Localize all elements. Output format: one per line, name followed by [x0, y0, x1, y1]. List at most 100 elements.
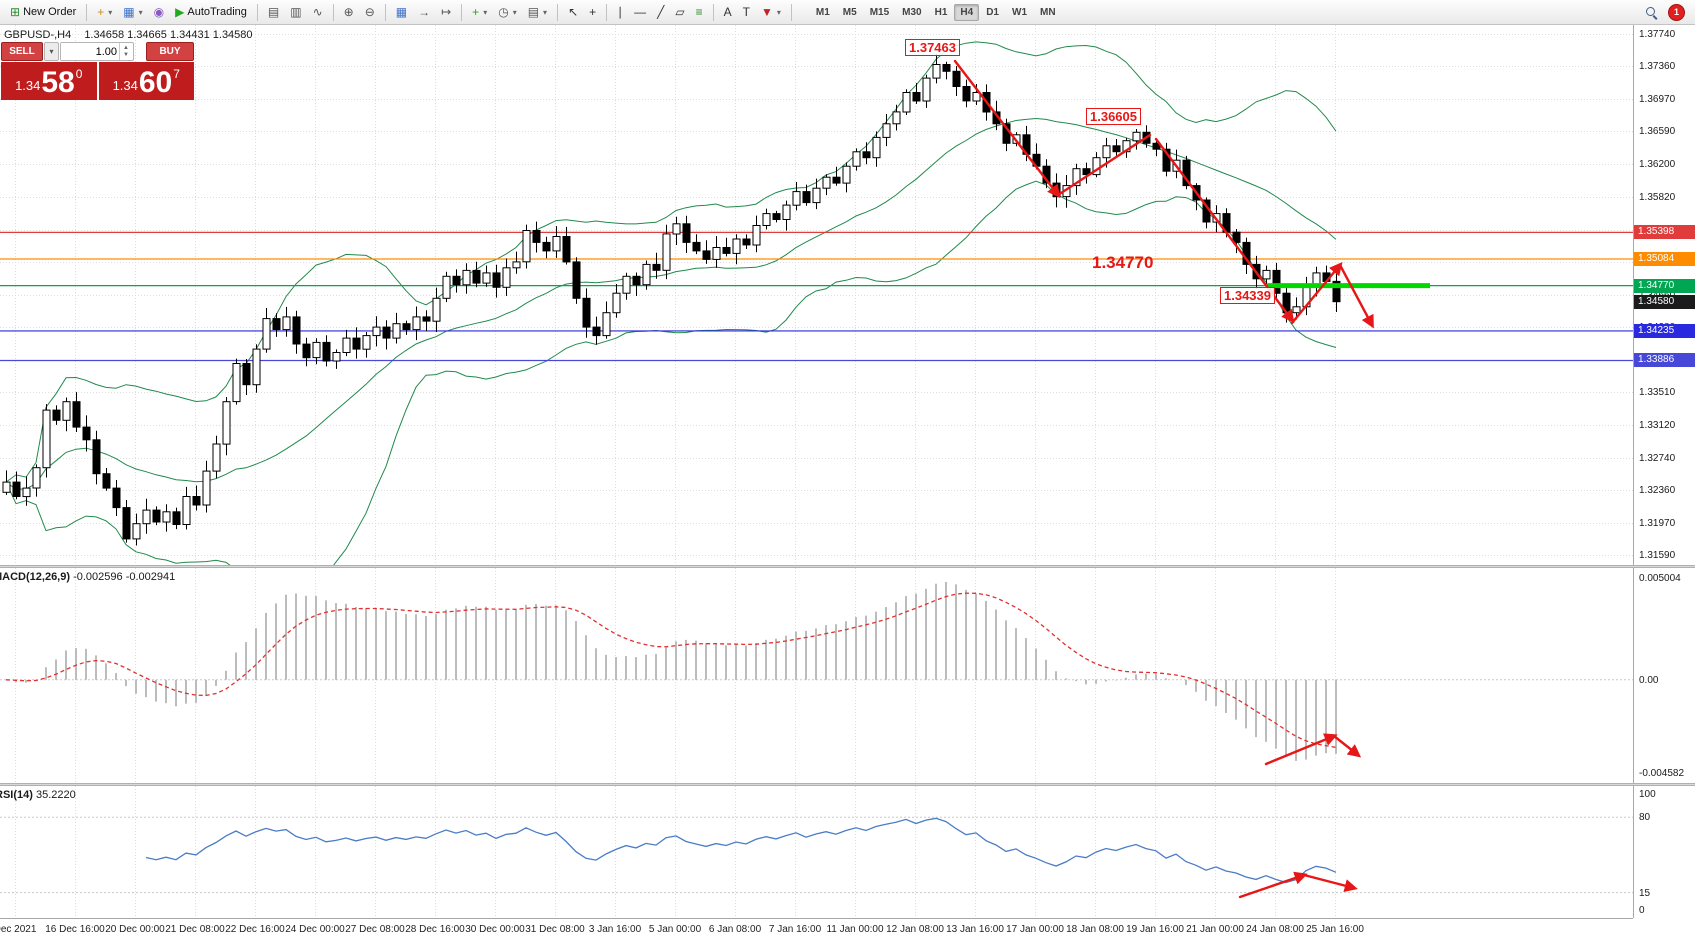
notification-badge[interactable]: 1	[1668, 3, 1685, 21]
new-order-button[interactable]: ⊞ New Order	[5, 1, 81, 23]
stepper-up-icon[interactable]: ▲	[123, 44, 129, 51]
trendline-icon[interactable]: ╱	[652, 1, 669, 23]
trendline-icon-glyph-icon: ╱	[657, 5, 665, 19]
indicators-icon-glyph-icon: +	[472, 5, 480, 19]
timeframe-button-mn[interactable]: MN	[1040, 6, 1056, 18]
periods-icon[interactable]: ◷ ▾	[493, 1, 522, 23]
text-icon-glyph-icon: A	[723, 5, 732, 19]
annotation-price-label[interactable]: 1.34339	[1220, 287, 1275, 304]
buy-price-display[interactable]: 1.34 60 7	[98, 62, 194, 100]
vertical-line-icon[interactable]: ∣	[612, 1, 628, 23]
toolbar-left-group: ⊞ New Order + ▾ ▦ ▾ ◉ ▶ AutoTrading ▤ ▥ ∿ ⊕ ⊖ ▦ → ↦ + ▾ ◷ ▾ ▤…	[0, 1, 796, 23]
timeframe-button-m30[interactable]: M30	[902, 6, 922, 18]
crosshair-icon[interactable]: +	[584, 1, 601, 23]
ohlc-values: 1.34658 1.34665 1.34431 1.34580	[84, 29, 253, 41]
channel-icon-glyph-icon: ▱	[675, 5, 685, 19]
tile-windows-icon[interactable]: ▦	[391, 1, 412, 23]
time-axis-label: 6 Jan 08:00	[708, 924, 762, 935]
timeframe-button-h4[interactable]: H4	[954, 3, 980, 21]
label-icon[interactable]: T	[738, 1, 755, 23]
zoom-out-icon[interactable]: ⊖	[360, 1, 380, 23]
toolbar-separator	[384, 3, 386, 21]
alerts-icon-glyph-icon: ◉	[153, 5, 165, 19]
templates-icon[interactable]: ▤ ▾	[523, 1, 552, 23]
timeframe-button-m5[interactable]: M5	[842, 6, 857, 18]
timeframe-button-d1[interactable]: D1	[986, 6, 999, 18]
sell-options-dropdown[interactable]: ▾	[44, 42, 59, 61]
timeframe-button-w1[interactable]: W1	[1012, 6, 1027, 18]
sell-price-display[interactable]: 1.34 58 0	[1, 62, 97, 100]
trend-arrows[interactable]	[1238, 871, 1358, 899]
zoom-out-icon-glyph-icon: ⊖	[364, 5, 375, 19]
sell-price-prefix: 1.34	[15, 78, 41, 93]
macd-canvas[interactable]	[0, 568, 1633, 783]
rsi-canvas[interactable]	[0, 786, 1633, 918]
buy-price-prefix: 1.34	[112, 78, 138, 93]
volume-stepper[interactable]: ▲ ▼	[119, 43, 132, 60]
zoom-in-icon[interactable]: ⊕	[339, 1, 359, 23]
rsi-panel[interactable]: RSI(14) 35.2220	[0, 786, 1633, 918]
profiles-icon[interactable]: ▦ ▾	[118, 1, 147, 23]
new-chart-icon[interactable]: + ▾	[92, 1, 117, 23]
current-price-tag: 1.34580	[1634, 294, 1695, 309]
annotation-price-label[interactable]: 1.37463	[905, 39, 960, 56]
autotrading-button[interactable]: ▶ AutoTrading	[170, 1, 252, 23]
bar-chart-icon-glyph-icon: ▤	[267, 5, 280, 19]
arrows-icon[interactable]: ▼ ▾	[756, 1, 786, 23]
buy-button[interactable]: BUY	[146, 42, 194, 61]
timeframe-button-m15[interactable]: M15	[869, 6, 890, 18]
grid	[0, 786, 1633, 918]
panel-splitter[interactable]	[0, 565, 1695, 568]
annotation-price-label[interactable]: 1.34770	[1092, 253, 1154, 272]
horizontal-line-icon[interactable]: ―	[629, 1, 651, 23]
main-chart-canvas[interactable]	[0, 25, 1633, 565]
rsi-indicator-name: RSI(14)	[0, 789, 33, 801]
fibonacci-icon[interactable]: ≡	[691, 1, 708, 23]
toolbar: ⊞ New Order + ▾ ▦ ▾ ◉ ▶ AutoTrading ▤ ▥ ∿ ⊕ ⊖ ▦ → ↦ + ▾ ◷ ▾ ▤…	[0, 0, 1695, 25]
stepper-down-icon[interactable]: ▼	[123, 51, 129, 58]
chevron-down-icon: ▾	[49, 47, 54, 56]
alerts-icon[interactable]: ◉	[149, 1, 169, 23]
cursor-icon[interactable]: ↖	[563, 1, 583, 23]
new-chart-icon-glyph-icon: +	[97, 5, 105, 19]
macd-indicator-name: MACD(12,26,9)	[0, 571, 71, 583]
zoom-in-icon-glyph-icon: ⊕	[343, 5, 354, 19]
crosshair-icon-glyph-icon: +	[589, 5, 597, 19]
price-axis[interactable]: 1.37740 1.37360 1.36970 1.36590 1.36200 1.358…	[1633, 25, 1695, 918]
indicators-icon[interactable]: + ▾	[467, 1, 492, 23]
autotrading-glyph-icon: ▶	[175, 5, 185, 19]
toolbar-separator	[790, 3, 792, 21]
timeframe-button-h1[interactable]: H1	[934, 6, 948, 18]
macd-panel[interactable]: MACD(12,26,9) -0.002596 -0.002941	[0, 568, 1633, 783]
time-axis-label: 27 Dec 08:00	[345, 924, 405, 935]
time-axis-label: 25 Jan 16:00	[1306, 924, 1364, 935]
bar-chart-icon[interactable]: ▤	[263, 1, 284, 23]
rsi-indicator-value: 35.2220	[35, 789, 76, 801]
annotation-price-label[interactable]: 1.36605	[1086, 108, 1141, 125]
auto-scroll-icon[interactable]: →	[413, 1, 435, 23]
sell-button[interactable]: SELL	[1, 42, 43, 61]
chevron-down-icon: ▾	[108, 7, 113, 17]
candlestick-chart-icon[interactable]: ▥	[285, 1, 306, 23]
line-chart-icon-glyph-icon: ∿	[312, 5, 323, 19]
price-axis-label: 1.33510	[1639, 387, 1676, 399]
chevron-down-icon: ▾	[512, 7, 517, 17]
buy-price-main: 60	[138, 66, 173, 99]
volume-input[interactable]	[61, 43, 119, 60]
chart-shift-icon[interactable]: ↦	[436, 1, 456, 23]
line-chart-icon[interactable]: ∿	[308, 1, 328, 23]
time-axis-label: Dec 2021	[0, 924, 37, 935]
channel-icon[interactable]: ▱	[670, 1, 689, 23]
text-icon[interactable]: A	[719, 1, 737, 23]
timeframe-button-m1[interactable]: M1	[815, 6, 830, 18]
search-icon[interactable]	[1645, 6, 1658, 19]
chevron-down-icon: ▾	[543, 7, 548, 17]
panel-splitter[interactable]	[0, 783, 1695, 786]
auto-scroll-icon-glyph-icon: →	[418, 5, 431, 19]
time-axis-label: 11 Jan 00:00	[826, 924, 884, 935]
trend-arrows[interactable]	[1264, 733, 1362, 766]
main-chart-panel[interactable]: GBPUSD-,H4 1.34658 1.34665 1.34431 1.345…	[0, 25, 1633, 565]
volume-field: ▲ ▼	[60, 42, 134, 61]
time-axis-label: 3 Jan 16:00	[588, 924, 642, 935]
